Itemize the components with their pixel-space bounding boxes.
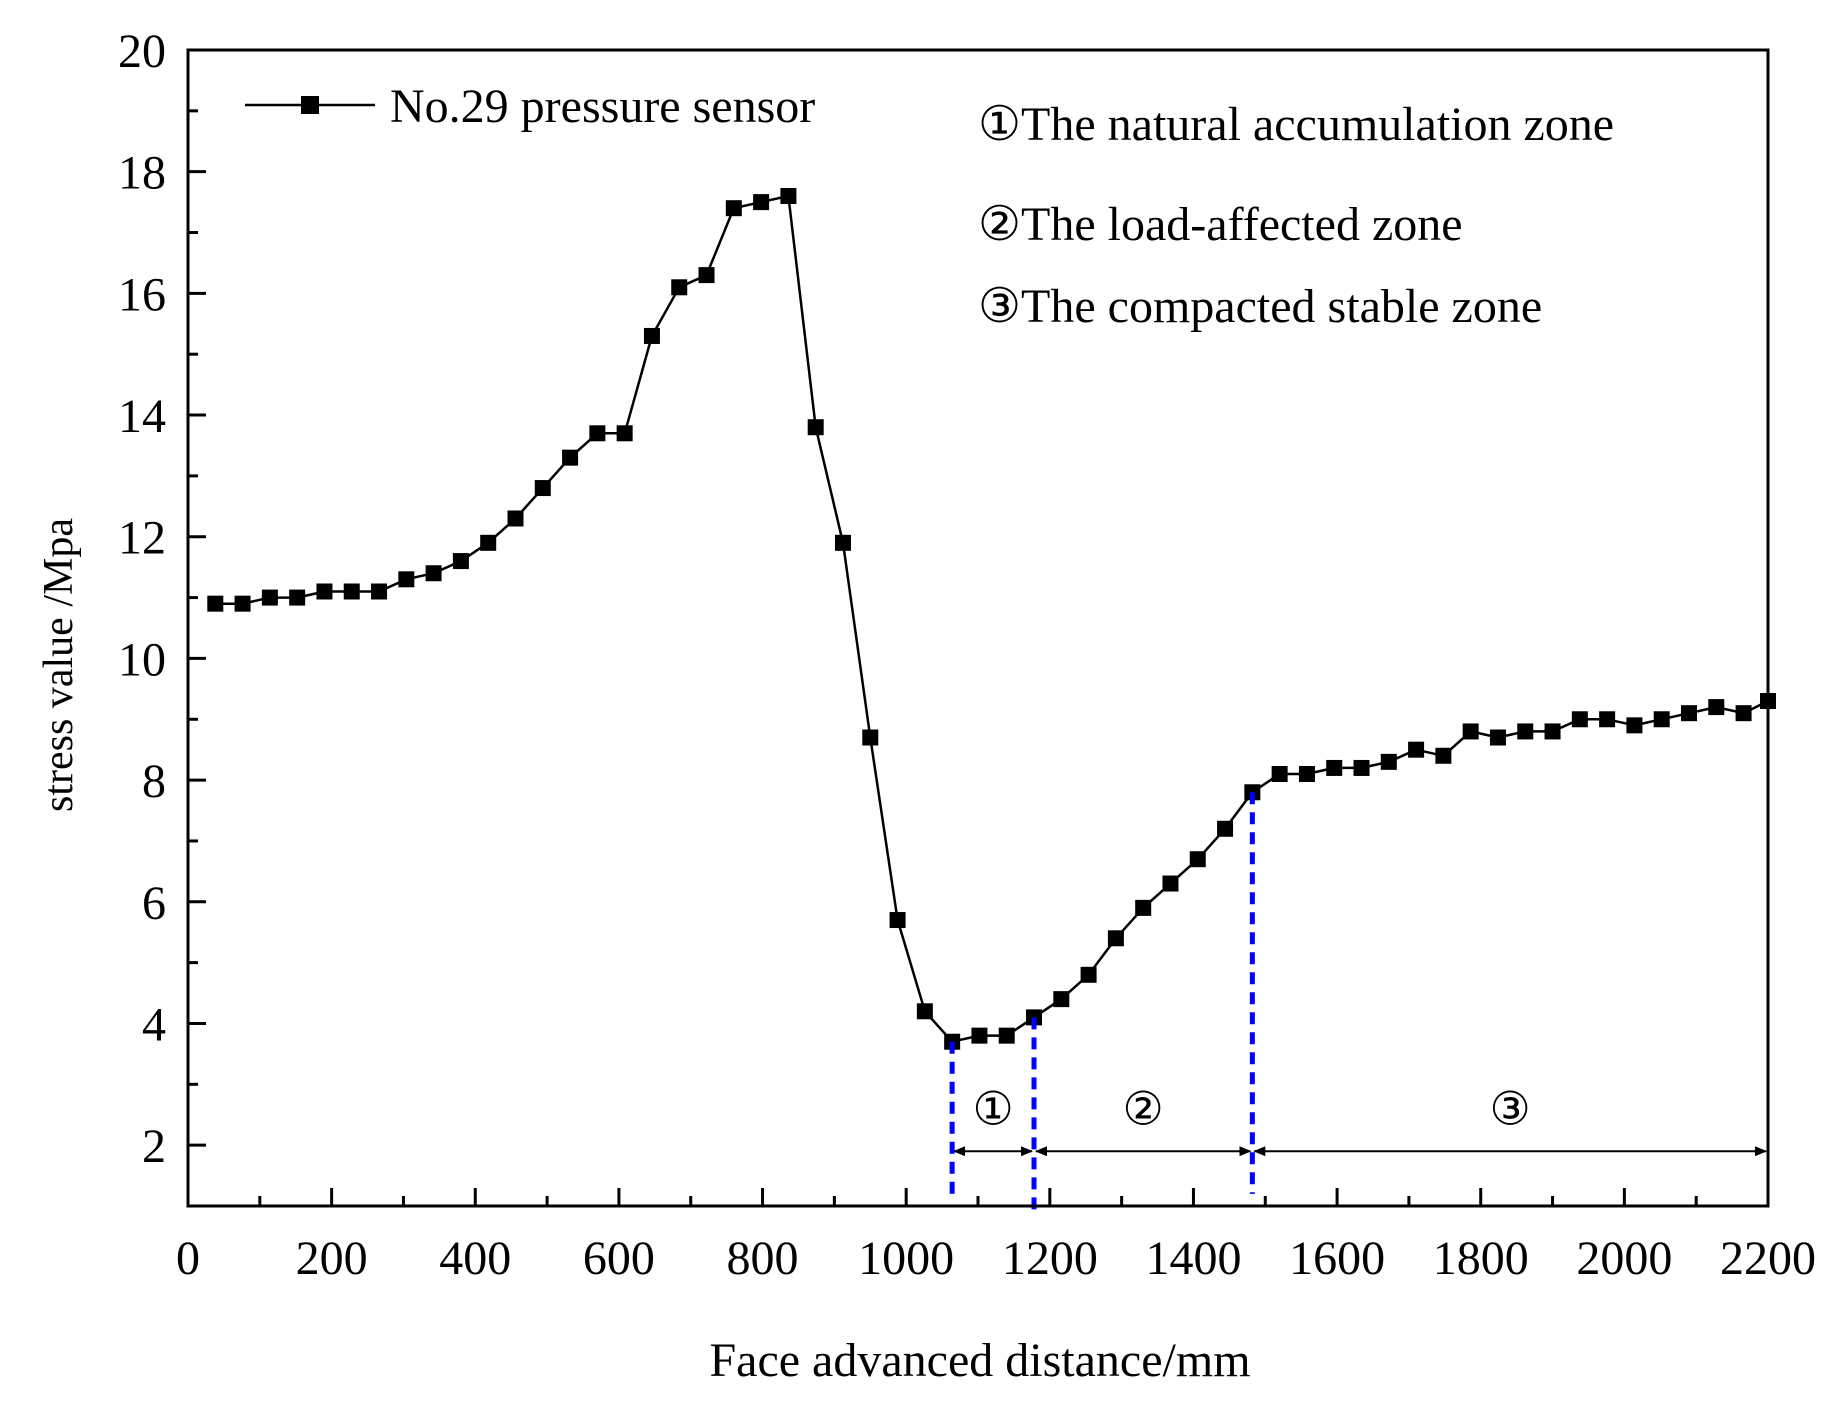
y-tick-label: 6 [142,877,166,930]
data-point-marker [207,595,224,612]
data-point-marker [1544,723,1561,740]
data-point-marker [398,571,415,588]
x-tick-label: 0 [176,1232,200,1285]
x-tick-label: 1800 [1433,1232,1529,1285]
data-point-marker [1353,759,1370,776]
zone-layer: ① ② ③ [949,792,1767,1214]
data-point-marker [534,480,551,497]
data-point-marker [261,589,278,606]
x-tick-label: 1400 [1145,1232,1241,1285]
data-point-marker [234,595,251,612]
data-point-marker [725,200,742,217]
y-tick-label: 2 [142,1120,166,1173]
x-tick-label: 600 [583,1232,655,1285]
series-layer [207,188,1776,1050]
x-tick-label: 2000 [1576,1232,1672,1285]
data-point-marker [1217,820,1234,837]
data-point-marker [616,425,633,442]
axes-layer: 0 200 400 600 800 1000 1200 1400 1600 1800 2000 220… [118,25,1816,1285]
zone-span-label: ③ [1490,1084,1531,1135]
annotation-zone-1: ①The natural accumulation zone [978,98,1614,151]
data-point-marker [1053,991,1070,1008]
legend: No.29 pressure sensor [245,80,815,133]
data-point-marker [425,565,442,582]
data-point-marker [807,419,824,436]
data-point-marker [1080,966,1097,983]
data-point-marker [480,534,497,551]
data-point-marker [316,583,333,600]
x-axis-label: Face advanced distance/mm [709,1334,1250,1387]
annotation-zone-3: ③The compacted stable zone [978,280,1542,333]
data-point-marker [1708,699,1725,716]
data-point-marker [562,449,579,466]
y-tick-label: 10 [118,633,166,686]
data-point-marker [1135,899,1152,916]
y-tick-label: 20 [118,25,166,78]
data-point-marker [1107,930,1124,947]
data-point-marker [834,534,851,551]
y-axis-label: stress value /Mpa [36,518,82,812]
data-point-marker [371,583,388,600]
x-tick-label: 1200 [1002,1232,1098,1285]
data-point-marker [698,267,715,284]
x-tick-label: 400 [439,1232,511,1285]
x-tick-label: 200 [296,1232,368,1285]
x-tick-label: 1000 [858,1232,954,1285]
data-point-marker [1571,711,1588,728]
data-point-marker [998,1027,1015,1044]
data-point-marker [1326,759,1343,776]
data-point-marker [1298,766,1315,783]
data-point-marker [289,589,306,606]
data-point-marker [1162,875,1179,892]
y-tick-label: 12 [118,512,166,565]
series-line [215,194,1769,1043]
data-point-marker [1380,753,1397,770]
data-point-marker [1189,851,1206,868]
data-point-marker [971,1027,988,1044]
zone-span-label: ① [972,1084,1013,1135]
data-point-marker [643,327,660,344]
y-tick-label: 18 [118,147,166,200]
y-tick-label: 8 [142,755,166,808]
data-point-marker [1271,766,1288,783]
x-tick-label: 800 [727,1232,799,1285]
data-point-marker [589,425,606,442]
data-point-marker [507,510,524,527]
data-point-marker [1408,741,1425,758]
data-point-marker [1599,711,1616,728]
legend-entry-label: No.29 pressure sensor [390,80,815,133]
y-tick-label: 4 [142,998,166,1051]
data-point-marker [753,194,770,211]
data-point-marker [1517,723,1534,740]
data-point-marker [1626,717,1643,734]
data-point-marker [1653,711,1670,728]
data-point-marker [1735,705,1752,722]
data-point-marker [671,279,688,296]
data-point-marker [1462,723,1479,740]
data-point-marker [1435,747,1452,764]
x-tick-label: 1600 [1289,1232,1385,1285]
y-tick-label: 14 [118,390,166,443]
data-point-marker [916,1003,933,1020]
data-point-marker [1026,1009,1043,1026]
data-point-marker [862,729,879,746]
data-point-marker [1489,729,1506,746]
data-point-marker [452,553,469,570]
y-tick-label: 16 [118,268,166,321]
legend-marker-icon [301,96,319,114]
annotation-zone-2: ②The load-affected zone [978,198,1463,251]
data-point-marker [1681,705,1697,722]
data-point-marker [780,188,797,205]
data-point-marker [343,583,360,600]
data-point-marker [889,912,906,929]
zone-span-label: ② [1123,1084,1164,1135]
x-tick-label: 2200 [1720,1232,1816,1285]
